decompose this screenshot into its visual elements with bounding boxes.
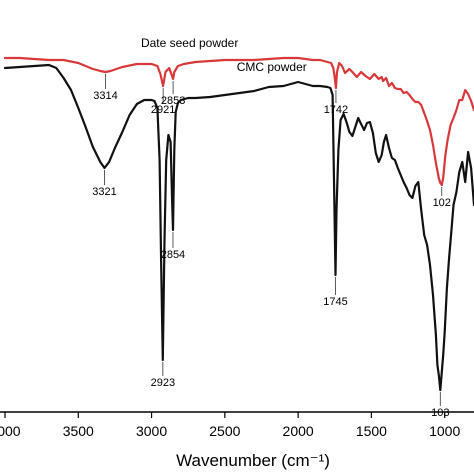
x-tick-label: 2000	[283, 423, 314, 439]
series-line-date-seed-powder	[3, 56, 474, 187]
peak-label: 2923	[151, 377, 175, 389]
x-axis-title: Wavenumber (cm⁻¹)	[176, 451, 330, 470]
x-tick-label: 1000	[429, 423, 460, 439]
x-tick-label: 4000	[0, 423, 21, 439]
peak-label: 102	[433, 197, 451, 209]
peak-label: 1742	[324, 104, 348, 116]
series-label: CMC powder	[237, 60, 307, 74]
peak-label: 2921	[151, 104, 175, 116]
x-tick-label: 2500	[209, 423, 240, 439]
x-axis: 4000 3500 3000 2500 2000 1500 1000	[0, 411, 474, 439]
peak-label: 3321	[92, 186, 116, 198]
series-label: Date seed powder	[141, 36, 238, 50]
peak-label: 103	[431, 407, 449, 419]
x-tick-label: 1500	[356, 423, 387, 439]
x-tick-label: 3000	[136, 423, 167, 439]
peak-label: 1745	[323, 296, 347, 308]
x-tick-label: 3500	[63, 423, 94, 439]
series-line-cmc-powder	[3, 63, 474, 392]
peak-label: 2853	[161, 95, 185, 107]
peak-label: 3314	[93, 90, 117, 102]
peak-label: 2854	[161, 249, 185, 261]
